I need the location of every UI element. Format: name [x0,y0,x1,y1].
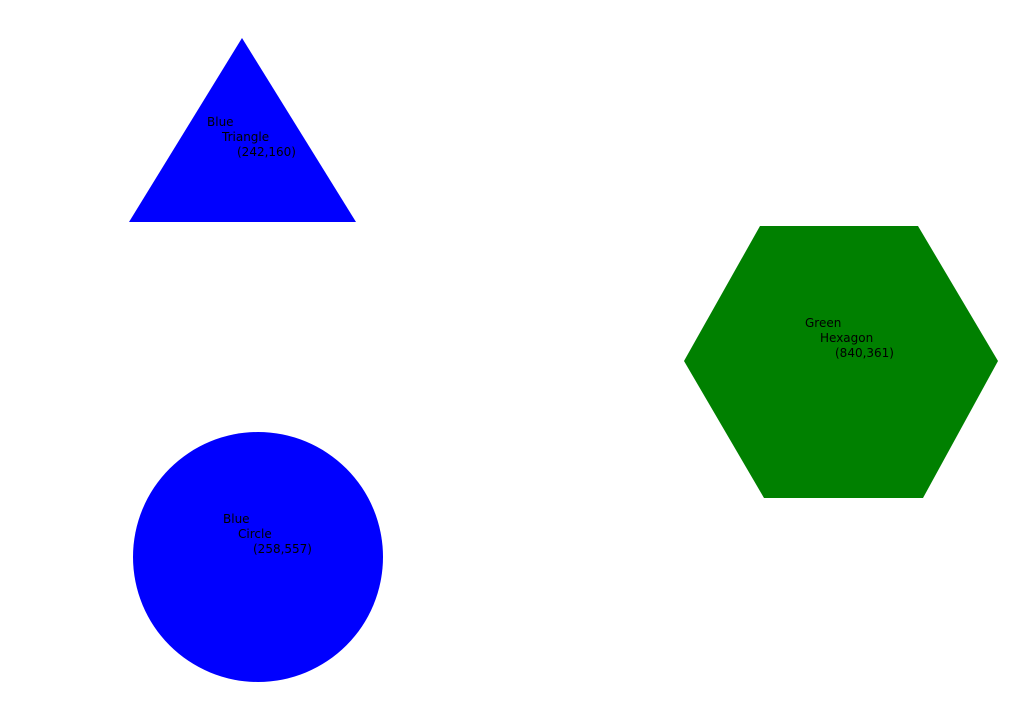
triangle-label-line2: Triangle [221,130,269,144]
circle-label-line3: (258,557) [253,542,312,556]
circle-shape-group: Blue Circle (258,557) [133,432,383,682]
blue-triangle [129,38,356,222]
circle-label-line2: Circle [238,527,272,541]
green-hexagon [684,226,998,498]
triangle-label-line3: (242,160) [237,145,296,159]
hexagon-label-line1: Green [805,316,841,330]
triangle-shape-group: Blue Triangle (242,160) [129,38,356,222]
hexagon-label-line2: Hexagon [820,331,873,345]
triangle-label-line1: Blue [207,115,234,129]
circle-label-line1: Blue [223,512,250,526]
blue-circle [133,432,383,682]
hexagon-label-line3: (840,361) [835,346,894,360]
hexagon-shape-group: Green Hexagon (840,361) [684,226,998,498]
